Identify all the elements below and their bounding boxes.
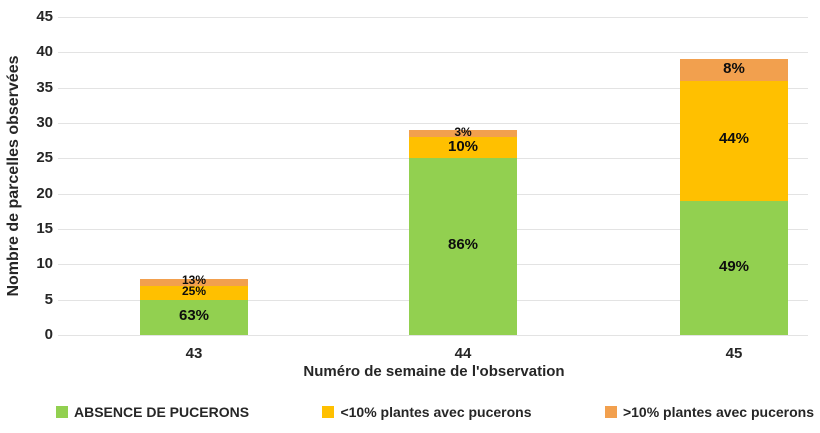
- legend-swatch-icon: [322, 406, 335, 418]
- y-tick-label: 10: [36, 255, 53, 273]
- legend-label: >10% plantes avec pucerons: [622, 404, 814, 420]
- x-axis-title: Numéro de semaine de l'observation: [303, 363, 565, 380]
- bar-value-label: 13%: [181, 273, 207, 288]
- legend: ABSENCE DE PUCERONS <10% plantes avec puc…: [56, 401, 814, 423]
- x-tick-label: 45: [725, 345, 743, 362]
- bar-segment-week44-series0: [409, 158, 517, 335]
- bar-segment-week43-series1: [140, 285, 248, 300]
- bar-value-label: 25%: [181, 284, 207, 298]
- bar-value-label: 86%: [447, 236, 479, 254]
- gridline-y-30: [58, 123, 808, 124]
- bar-segment-week44-series1: [409, 137, 517, 159]
- legend-item-1: <10% plantes avec pucerons: [322, 404, 532, 420]
- gridline-y-35: [58, 87, 808, 89]
- bar-value-label: 49%: [718, 257, 750, 275]
- y-tick-label: 25: [36, 149, 53, 167]
- legend-item-0: ABSENCE DE PUCERONS: [56, 404, 249, 420]
- x-tick-label: 44: [454, 345, 472, 362]
- gridline-y-0: [58, 335, 808, 336]
- y-tick-label: 30: [36, 114, 53, 131]
- bar-value-label: 8%: [723, 59, 745, 77]
- y-tick-label: 45: [36, 8, 53, 25]
- y-tick-label: 40: [36, 43, 53, 61]
- legend-swatch-icon: [56, 406, 68, 418]
- y-tick-label: 15: [36, 220, 53, 237]
- bar-value-label: 44%: [718, 130, 750, 148]
- bar-value-label: 3%: [454, 125, 472, 139]
- bar-segment-week45-series2: [680, 59, 788, 81]
- bar-segment-week43-series2: [140, 278, 248, 286]
- y-tick-label: 20: [36, 184, 53, 202]
- legend-swatch-icon: [604, 406, 617, 418]
- legend-label: <10% plantes avec pucerons: [340, 404, 532, 420]
- gridline-y-45: [58, 17, 808, 18]
- bar-segment-week44-series2: [409, 130, 517, 138]
- legend-item-2: >10% plantes avec pucerons: [604, 404, 814, 420]
- bar-segment-week45-series0: [680, 200, 788, 335]
- y-tick-label: 0: [44, 326, 53, 343]
- bar-segment-week45-series1: [680, 80, 788, 201]
- y-tick-label: 5: [44, 290, 53, 308]
- bar-segment-week43-series0: [140, 299, 248, 335]
- gridline-y-40: [58, 52, 808, 54]
- y-tick-label: 35: [36, 78, 53, 96]
- x-tick-label: 43: [185, 345, 203, 362]
- legend-label: ABSENCE DE PUCERONS: [74, 404, 250, 420]
- bar-value-label: 63%: [178, 307, 210, 325]
- bar-value-label: 10%: [447, 137, 479, 155]
